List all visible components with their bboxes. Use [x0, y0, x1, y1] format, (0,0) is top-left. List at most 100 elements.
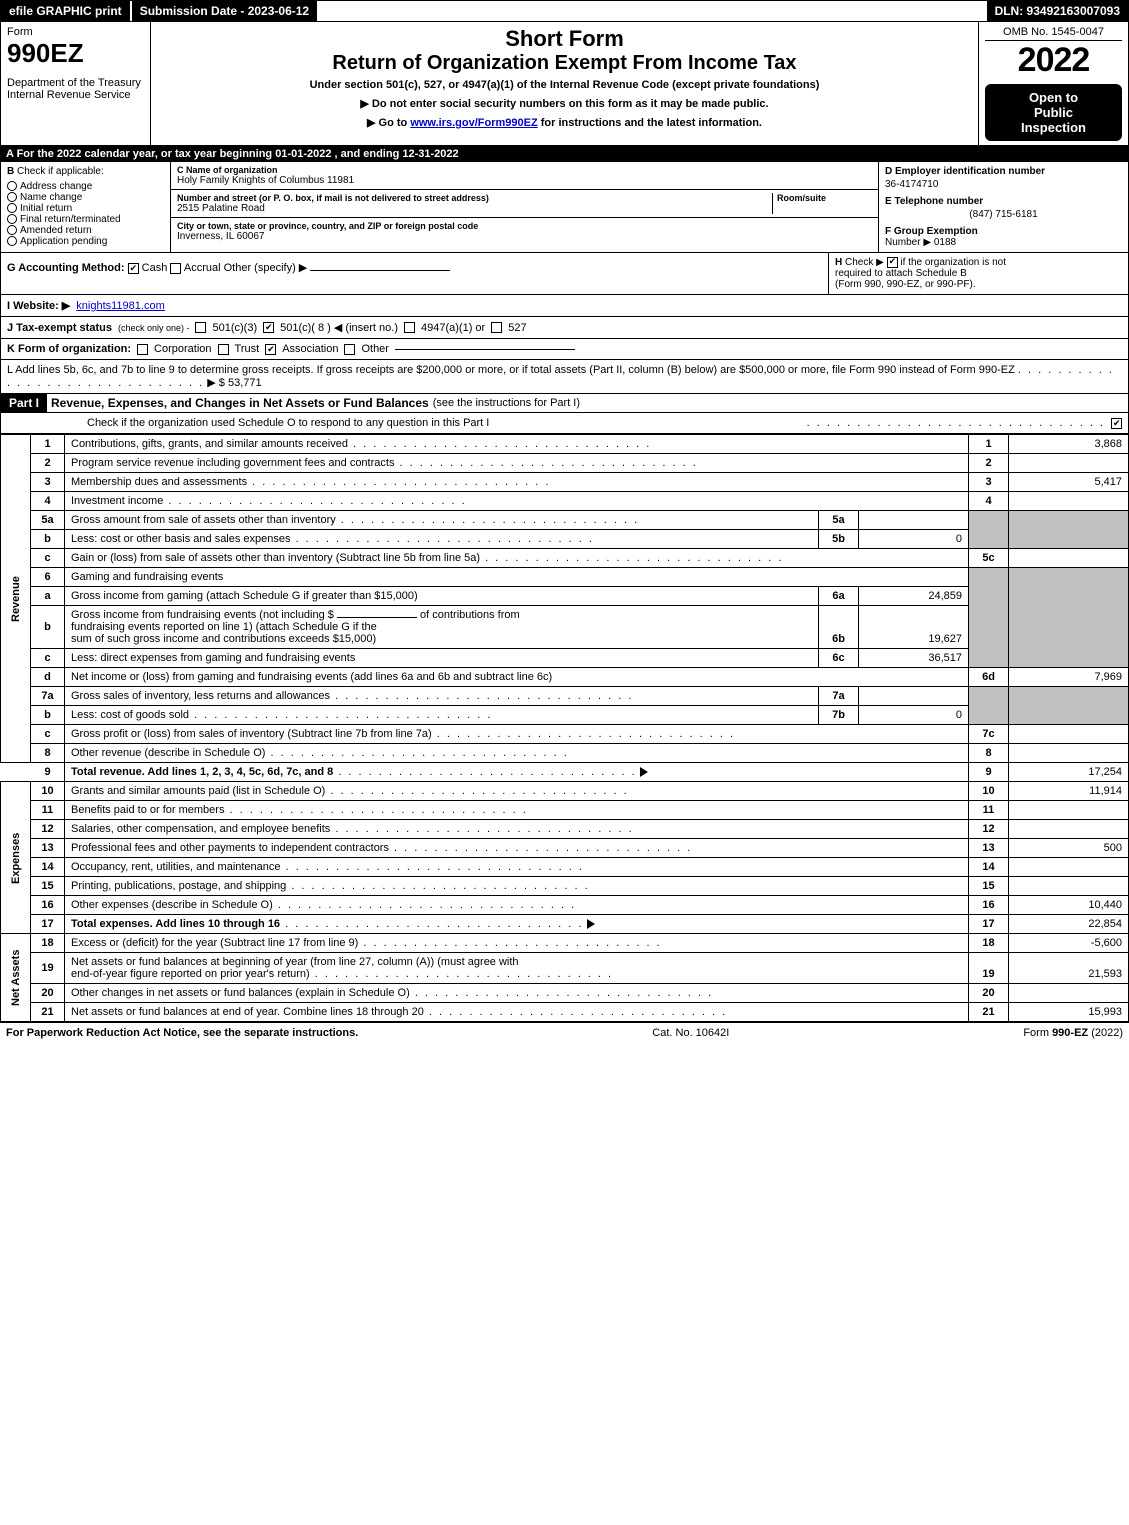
l5b-sn: 5b: [819, 530, 859, 549]
l7c-desc: Gross profit or (loss) from sales of inv…: [71, 728, 432, 740]
l10-rnum: 10: [969, 782, 1009, 801]
l19-d1: Net assets or fund balances at beginning…: [71, 956, 519, 968]
l6c-sv: 36,517: [859, 649, 969, 668]
part1-header-row: Part I Revenue, Expenses, and Changes in…: [0, 394, 1129, 413]
j-o3: 4947(a)(1) or: [421, 322, 485, 334]
checkbox-corporation[interactable]: [137, 344, 148, 355]
dots-icon: [310, 968, 613, 980]
c-label: C Name of organization: [177, 165, 872, 175]
l3-num: 3: [31, 473, 65, 492]
f-label: F Group Exemption: [885, 226, 978, 237]
other-specify-input[interactable]: [310, 270, 450, 271]
l17-desc: Total expenses. Add lines 10 through 16: [71, 918, 280, 930]
ein-value: 36-4174710: [885, 179, 1122, 190]
checkbox-name-change[interactable]: [7, 192, 17, 202]
dots-icon: [330, 690, 633, 702]
short-form-title: Short Form: [157, 26, 972, 52]
l6b-blank[interactable]: [337, 617, 417, 618]
triangle-icon: [640, 767, 648, 777]
other-org-input[interactable]: [395, 349, 575, 350]
part1-dots: [807, 417, 1105, 429]
l6a-sn: 6a: [819, 587, 859, 606]
l2-num: 2: [31, 454, 65, 473]
j-o4: 527: [508, 322, 526, 334]
dots-icon: [189, 709, 492, 721]
l3-rnum: 3: [969, 473, 1009, 492]
checkbox-other-org[interactable]: [344, 344, 355, 355]
grey-7ab: [969, 687, 1009, 725]
line-6a: a Gross income from gaming (attach Sched…: [1, 587, 1129, 606]
l8-desc: Other revenue (describe in Schedule O): [71, 747, 265, 759]
checkbox-schedule-o[interactable]: [1111, 418, 1122, 429]
l6b-sv: 19,627: [859, 606, 969, 649]
l20-num: 20: [31, 984, 65, 1003]
grey-5ab: [969, 511, 1009, 549]
irs-link[interactable]: www.irs.gov/Form990EZ: [410, 117, 537, 129]
l6c-num: c: [31, 649, 65, 668]
checkbox-501c[interactable]: [263, 322, 274, 333]
grey-5ab-val: [1009, 511, 1129, 549]
grey-6abc: [969, 568, 1009, 668]
l19-num: 19: [31, 953, 65, 984]
room-label: Room/suite: [777, 193, 872, 203]
line-15: 15 Printing, publications, postage, and …: [1, 877, 1129, 896]
checkbox-schedule-b[interactable]: [887, 257, 898, 268]
checkbox-trust[interactable]: [218, 344, 229, 355]
l4-desc: Investment income: [71, 495, 163, 507]
part1-check-text: Check if the organization used Schedule …: [7, 417, 489, 429]
form-container: efile GRAPHIC print Submission Date - 20…: [0, 0, 1129, 1043]
l19-d2: end-of-year figure reported on prior yea…: [71, 968, 310, 980]
dots-icon: [348, 438, 651, 450]
line-3: 3 Membership dues and assessments 3 5,41…: [1, 473, 1129, 492]
l2-desc: Program service revenue including govern…: [71, 457, 394, 469]
checkbox-initial-return[interactable]: [7, 203, 17, 213]
dots-icon: [394, 457, 697, 469]
l19-rval: 21,593: [1009, 953, 1129, 984]
dots-icon: [410, 987, 713, 999]
dots-icon: [432, 728, 735, 740]
checkbox-address-change[interactable]: [7, 181, 17, 191]
footer-right-pre: Form: [1023, 1027, 1052, 1039]
l13-desc: Professional fees and other payments to …: [71, 842, 389, 854]
l7c-rnum: 7c: [969, 725, 1009, 744]
checkbox-final-return[interactable]: [7, 214, 17, 224]
h-label: H: [835, 257, 842, 268]
section-a: A For the 2022 calendar year, or tax yea…: [0, 146, 1129, 162]
checkbox-527[interactable]: [491, 322, 502, 333]
website-link[interactable]: knights11981.com: [76, 300, 164, 312]
l11-desc: Benefits paid to or for members: [71, 804, 224, 816]
l5b-desc: Less: cost or other basis and sales expe…: [71, 533, 291, 545]
line-6d: d Net income or (loss) from gaming and f…: [1, 668, 1129, 687]
l2-rval: [1009, 454, 1129, 473]
l5a-sv: [859, 511, 969, 530]
l13-rnum: 13: [969, 839, 1009, 858]
form-label: Form: [7, 26, 144, 38]
k-o1: Corporation: [154, 343, 211, 355]
dots-icon: [163, 495, 466, 507]
l12-desc: Salaries, other compensation, and employ…: [71, 823, 330, 835]
open-to-public: Open to Public Inspection: [985, 84, 1122, 141]
row-j: J Tax-exempt status (check only one) - 5…: [0, 317, 1129, 339]
line-8: 8 Other revenue (describe in Schedule O)…: [1, 744, 1129, 763]
sidelabel-revenue: Revenue: [1, 435, 31, 763]
l21-desc: Net assets or fund balances at end of ye…: [71, 1006, 424, 1018]
triangle-icon: [587, 919, 595, 929]
block-bcd: B Check if applicable: Address change Na…: [0, 162, 1129, 253]
l5b-sv: 0: [859, 530, 969, 549]
checkbox-amended-return[interactable]: [7, 225, 17, 235]
submission-date: Submission Date - 2023-06-12: [132, 1, 317, 21]
line-14: 14 Occupancy, rent, utilities, and maint…: [1, 858, 1129, 877]
checkbox-application-pending[interactable]: [7, 236, 17, 246]
irs-label: Internal Revenue Service: [7, 89, 144, 101]
checkbox-cash[interactable]: [128, 263, 139, 274]
open-line2: Public: [989, 105, 1118, 120]
city-label: City or town, state or province, country…: [177, 221, 872, 231]
l4-rnum: 4: [969, 492, 1009, 511]
checkbox-accrual[interactable]: [170, 263, 181, 274]
checkbox-501c3[interactable]: [195, 322, 206, 333]
l10-rval: 11,914: [1009, 782, 1129, 801]
checkbox-association[interactable]: [265, 344, 276, 355]
line-10: Expenses 10 Grants and similar amounts p…: [1, 782, 1129, 801]
lines-table: Revenue 1 Contributions, gifts, grants, …: [0, 434, 1129, 1022]
checkbox-4947a1[interactable]: [404, 322, 415, 333]
